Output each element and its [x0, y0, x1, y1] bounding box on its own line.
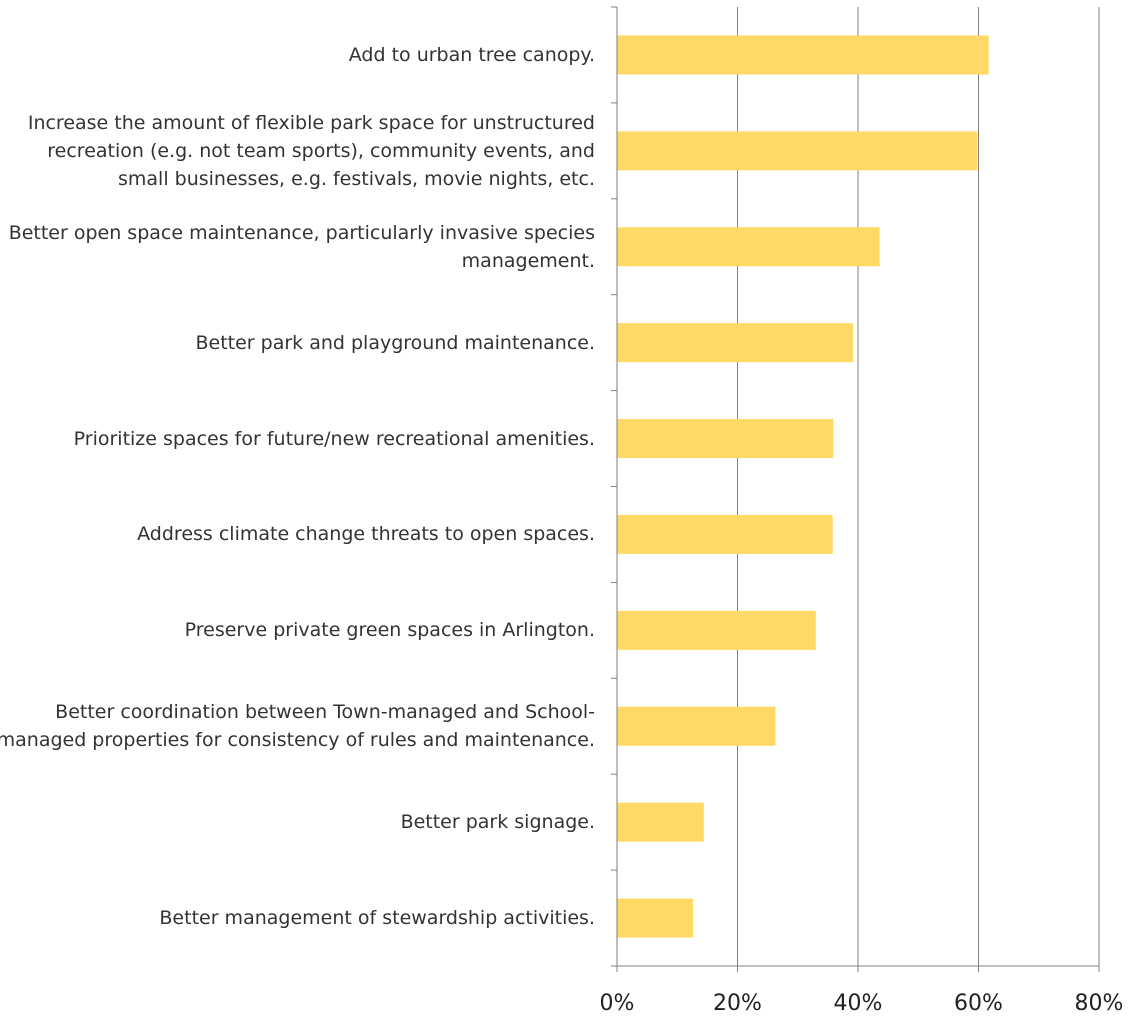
- category-label: Better park and playground maintenance.: [195, 331, 595, 354]
- category-label: Better management of stewardship activit…: [159, 907, 595, 930]
- category-label: Preserve private green spaces in Arlingt…: [184, 619, 595, 642]
- bar: [617, 419, 834, 459]
- category-label: Address climate change threats to open s…: [137, 523, 595, 546]
- x-tick-label: 20%: [713, 991, 762, 1013]
- bar: [617, 323, 854, 363]
- category-label: Better park signage.: [400, 811, 595, 834]
- category-label: Increase the amount of flexible park spa…: [27, 111, 595, 190]
- bar: [617, 514, 833, 554]
- bar: [617, 802, 704, 842]
- category-label: Better open space maintenance, particula…: [8, 221, 595, 272]
- x-tick-label: 80%: [1075, 991, 1124, 1013]
- x-tick-label: 0%: [600, 991, 635, 1013]
- x-tick-label: 60%: [954, 991, 1003, 1013]
- category-label: Add to urban tree canopy.: [348, 43, 595, 66]
- bar: [617, 131, 978, 171]
- bar: [617, 898, 693, 938]
- bar: [617, 706, 776, 746]
- bar: [617, 227, 880, 267]
- category-label: Better coordination between Town-managed…: [0, 701, 595, 752]
- category-label: Prioritize spaces for future/new recreat…: [73, 427, 595, 450]
- bar: [617, 610, 816, 650]
- bar: [617, 35, 989, 75]
- x-tick-label: 40%: [834, 991, 883, 1013]
